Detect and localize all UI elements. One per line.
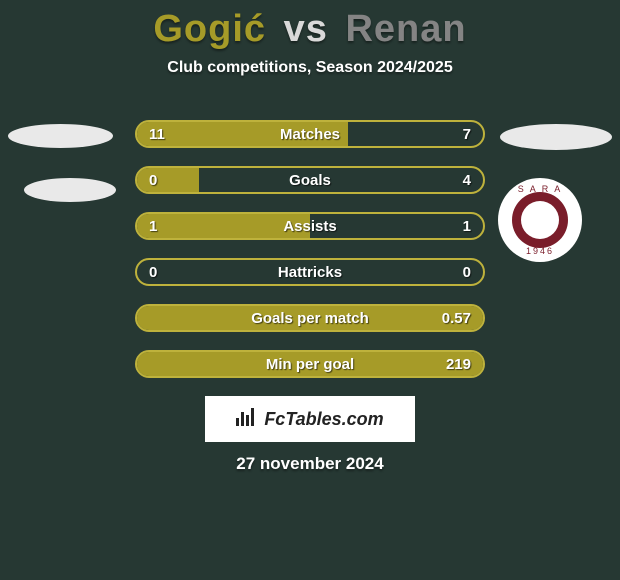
title-player1: Gogić xyxy=(153,8,266,50)
stat-row: 04Goals xyxy=(135,166,485,194)
stat-row: 219Min per goal xyxy=(135,350,485,378)
comparison-card: Gogić vs Renan Club competitions, Season… xyxy=(0,0,620,580)
date-mark: 27 november 2024 xyxy=(0,454,620,474)
stat-label: Min per goal xyxy=(137,352,483,376)
title-vs: vs xyxy=(284,8,328,50)
stat-row: 11Assists xyxy=(135,212,485,240)
stat-row: 117Matches xyxy=(135,120,485,148)
title-player2: Renan xyxy=(345,8,466,50)
title: Gogić vs Renan xyxy=(0,0,620,51)
brand-box: FcTables.com xyxy=(205,396,415,442)
stat-label: Goals xyxy=(137,168,483,192)
brand-text: FcTables.com xyxy=(264,409,383,430)
stat-label: Matches xyxy=(137,122,483,146)
player1-photo-placeholder-1 xyxy=(8,124,113,148)
stat-row: 00Hattricks xyxy=(135,258,485,286)
player2-photo-placeholder xyxy=(500,124,612,150)
badge-ball-lines xyxy=(521,201,559,239)
badge-inner xyxy=(512,192,568,248)
bar-chart-icon xyxy=(236,408,256,431)
stat-row: 0.57Goals per match xyxy=(135,304,485,332)
badge-year: 1946 xyxy=(498,246,582,256)
stat-label: Hattricks xyxy=(137,260,483,284)
player1-photo-placeholder-2 xyxy=(24,178,116,202)
badge-text-top: S A R A xyxy=(498,184,582,194)
club-badge: S A R A 1946 xyxy=(498,178,582,262)
stat-label: Assists xyxy=(137,214,483,238)
stat-label: Goals per match xyxy=(137,306,483,330)
subtitle: Club competitions, Season 2024/2025 xyxy=(0,59,620,77)
badge-ball xyxy=(521,201,559,239)
